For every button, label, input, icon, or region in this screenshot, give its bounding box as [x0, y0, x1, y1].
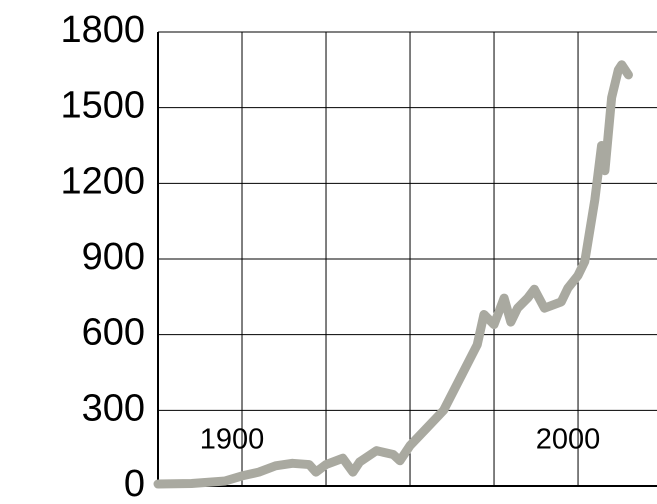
y-tick-label: 1500 — [60, 85, 145, 127]
y-tick-label: 1200 — [60, 160, 145, 202]
y-tick-label: 0 — [124, 463, 145, 504]
y-tick-label: 300 — [82, 387, 145, 429]
x-tick-label: 1900 — [200, 424, 265, 456]
y-tick-label: 600 — [82, 312, 145, 354]
data-line — [153, 60, 633, 489]
y-tick-label: 1800 — [60, 9, 145, 51]
y-tick-label: 900 — [82, 236, 145, 278]
x-tick-label: 2000 — [536, 424, 601, 456]
